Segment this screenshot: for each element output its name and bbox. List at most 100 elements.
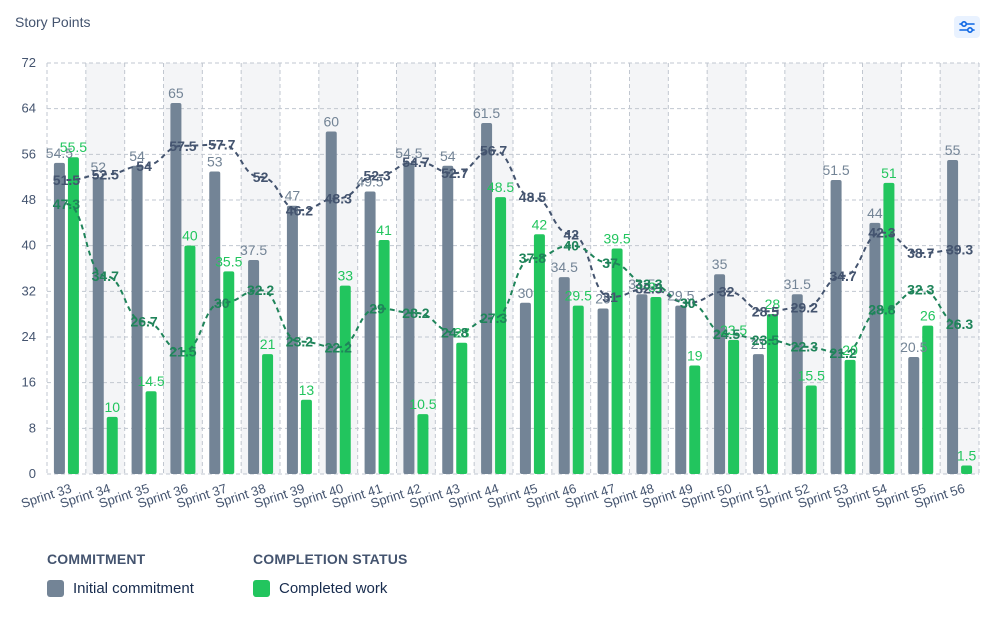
bar-completed-work bbox=[922, 325, 934, 474]
trend-label-commitment: 52.3 bbox=[363, 167, 390, 183]
bar-initial-commitment bbox=[558, 277, 570, 474]
y-tick-label: 40 bbox=[22, 238, 36, 253]
bar-label-completed: 29.5 bbox=[565, 288, 592, 304]
bar-initial-commitment bbox=[53, 162, 65, 475]
bar-label-commitment: 20.5 bbox=[900, 339, 927, 355]
trend-label-completed: 29 bbox=[369, 300, 385, 316]
trend-label-commitment: 54 bbox=[136, 158, 152, 174]
trend-lines bbox=[66, 143, 960, 354]
bar-label-commitment: 51.5 bbox=[822, 162, 849, 178]
plot-band bbox=[241, 63, 280, 474]
chart-title: Story Points bbox=[15, 14, 91, 30]
bar-label-commitment: 31.5 bbox=[628, 276, 655, 292]
sliders-icon bbox=[959, 20, 975, 34]
bar-label-commitment: 53 bbox=[207, 153, 223, 169]
trend-label-commitment: 48.5 bbox=[519, 189, 546, 205]
bar-label-commitment: 37.5 bbox=[240, 242, 267, 258]
legend-label-completed-work: Completed work bbox=[279, 580, 388, 597]
trend-label-commitment: 29.2 bbox=[791, 299, 818, 315]
bar-label-commitment: 31.5 bbox=[784, 276, 811, 292]
bar-value-labels: 54.555.552105414.565405335.537.521471360… bbox=[46, 85, 977, 463]
trend-line-completed bbox=[66, 202, 960, 354]
trend-label-completed: 22.2 bbox=[325, 339, 352, 355]
plot-band bbox=[474, 63, 513, 474]
bar-initial-commitment bbox=[519, 302, 531, 474]
trend-label-commitment: 56.7 bbox=[480, 142, 507, 158]
bar-label-commitment: 34.5 bbox=[551, 259, 578, 275]
trend-label-completed: 33.3 bbox=[635, 276, 662, 292]
bar-label-commitment: 61.5 bbox=[473, 105, 500, 121]
bar-label-commitment: 29 bbox=[595, 290, 611, 306]
bar-label-completed: 10 bbox=[104, 399, 120, 415]
trend-label-commitment: 39.3 bbox=[946, 242, 973, 258]
plot-band bbox=[629, 63, 669, 474]
bar-label-commitment: 35 bbox=[712, 256, 728, 272]
trend-label-completed: 24.8 bbox=[441, 324, 468, 340]
bar-completed-work bbox=[650, 297, 662, 474]
bar-completed-work bbox=[961, 465, 973, 474]
trend-label-completed: 37 bbox=[602, 255, 618, 271]
legend-item-completed-work[interactable]: Completed work bbox=[253, 580, 408, 597]
legend-item-initial-commitment[interactable]: Initial commitment bbox=[47, 580, 194, 597]
trend-label-completed: 30 bbox=[680, 295, 696, 311]
plot-band bbox=[318, 63, 358, 474]
trend-label-completed: 30 bbox=[214, 295, 230, 311]
chart-settings-button[interactable] bbox=[954, 16, 980, 38]
trend-label-completed: 34.7 bbox=[92, 268, 119, 284]
bar-label-completed: 42 bbox=[532, 216, 548, 232]
bar-completed-work bbox=[495, 197, 507, 475]
bar-completed-work bbox=[417, 414, 429, 474]
bar-initial-commitment bbox=[752, 354, 764, 474]
bar-completed-work bbox=[300, 399, 312, 474]
bar-initial-commitment bbox=[286, 205, 298, 475]
bar-label-commitment: 65 bbox=[168, 85, 184, 101]
trend-label-commitment: 30 bbox=[680, 295, 696, 311]
legend-label-initial-commitment: Initial commitment bbox=[73, 580, 194, 597]
bar-initial-commitment bbox=[364, 191, 376, 474]
bar-label-commitment: 47 bbox=[285, 188, 301, 204]
bar-initial-commitment bbox=[325, 131, 337, 474]
bar-completed-work bbox=[572, 305, 584, 474]
trend-label-commitment: 42.3 bbox=[868, 225, 895, 241]
bar-initial-commitment bbox=[597, 308, 609, 474]
bar-label-completed: 20 bbox=[842, 342, 858, 358]
trend-label-commitment: 51.5 bbox=[53, 172, 80, 188]
trend-label-completed: 37.8 bbox=[519, 250, 546, 266]
bar-completed-work bbox=[223, 271, 235, 474]
trend-label-commitment: 42 bbox=[563, 226, 579, 242]
trend-label-commitment: 48.3 bbox=[325, 190, 352, 206]
trend-label-commitment: 52.5 bbox=[92, 166, 119, 182]
bar-label-commitment: 44 bbox=[867, 205, 883, 221]
bar-label-completed: 26 bbox=[920, 308, 936, 324]
y-tick-label: 72 bbox=[22, 55, 36, 70]
y-tick-label: 16 bbox=[22, 375, 36, 390]
bar-label-commitment: 54.5 bbox=[395, 145, 422, 161]
bar-completed-work bbox=[456, 342, 468, 474]
bar-completed-work bbox=[844, 359, 856, 474]
bar-label-commitment: 54 bbox=[440, 148, 456, 164]
bar-label-completed: 51 bbox=[881, 165, 897, 181]
bar-completed-work bbox=[689, 365, 701, 474]
bar-initial-commitment bbox=[869, 222, 881, 474]
bar-label-completed: 13 bbox=[299, 382, 315, 398]
bar-initial-commitment bbox=[714, 274, 726, 474]
trend-label-completed: 24.5 bbox=[713, 326, 740, 342]
bar-label-commitment: 29.5 bbox=[667, 288, 694, 304]
trend-label-commitment: 38.7 bbox=[907, 245, 934, 261]
bar-label-commitment: 54 bbox=[129, 148, 145, 164]
bar-label-commitment: 55 bbox=[945, 142, 961, 158]
bar-label-completed: 39.5 bbox=[603, 231, 630, 247]
bar-label-completed: 33 bbox=[337, 268, 353, 284]
trend-label-completed: 32.3 bbox=[907, 282, 934, 298]
trend-label-completed: 22.3 bbox=[791, 339, 818, 355]
y-tick-label: 24 bbox=[22, 329, 36, 344]
legend-swatch-commitment bbox=[47, 580, 64, 597]
y-tick-label: 32 bbox=[22, 283, 36, 298]
y-tick-label: 8 bbox=[29, 420, 36, 435]
bar-initial-commitment bbox=[675, 305, 687, 474]
bar-initial-commitment bbox=[403, 162, 415, 475]
bar-label-commitment: 60 bbox=[323, 114, 339, 130]
bar-completed-work bbox=[611, 248, 623, 474]
trend-label-completed: 27.3 bbox=[480, 310, 507, 326]
